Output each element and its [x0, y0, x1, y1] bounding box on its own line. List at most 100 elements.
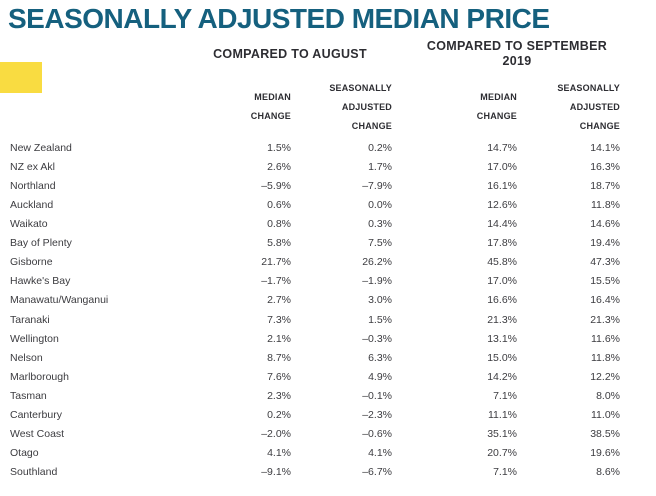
seasonally-adjusted-change-august-value: 1.5%: [368, 313, 392, 326]
region-name: Waikato: [10, 217, 48, 230]
seasonally-adjusted-change-august-value: –1.9%: [362, 275, 392, 288]
column-header-seasonally-adjusted-change-august: SEASONALLY ADJUSTED CHANGE: [329, 82, 392, 131]
region-name: Northland: [10, 179, 56, 192]
median-change-september-value: 20.7%: [487, 447, 517, 460]
seasonally-adjusted-change-august-value: –6.7%: [362, 466, 392, 479]
median-change-september-value: 16.1%: [487, 179, 517, 192]
seasonally-adjusted-change-august-value: 26.2%: [362, 256, 392, 269]
region-name: West Coast: [10, 428, 65, 441]
median-change-august-value: –2.0%: [261, 428, 291, 441]
seasonally-adjusted-change-september-value: 16.3%: [590, 160, 620, 173]
seasonally-adjusted-change-september-value: 8.0%: [596, 389, 620, 402]
region-name: Tasman: [10, 389, 47, 402]
median-change-september-value: 21.3%: [487, 313, 517, 326]
median-change-august-value: 1.5%: [267, 141, 291, 154]
median-change-september-value: 17.0%: [487, 160, 517, 173]
median-change-august-value: 7.6%: [267, 370, 291, 383]
seasonally-adjusted-change-september-value: 11.0%: [591, 409, 620, 422]
seasonally-adjusted-change-september-value: 47.3%: [590, 256, 620, 269]
median-change-august-value: 8.7%: [267, 351, 291, 364]
seasonally-adjusted-change-august-value: 4.9%: [368, 370, 392, 383]
seasonally-adjusted-change-august-value: 0.3%: [368, 217, 392, 230]
seasonally-adjusted-change-september-value: 14.1%: [590, 141, 620, 154]
median-price-table: COMPARED TO AUGUST COMPARED TO SEPTEMBER…: [10, 32, 620, 482]
group-header-compared-to-august: COMPARED TO AUGUST: [213, 46, 367, 61]
seasonally-adjusted-change-august-value: 0.0%: [368, 198, 392, 211]
region-name: Manawatu/Wanganui: [10, 294, 109, 307]
median-change-august-value: 21.7%: [261, 256, 291, 269]
seasonally-adjusted-change-september-value: 11.8%: [591, 198, 620, 211]
seasonally-adjusted-change-august-value: –0.3%: [362, 332, 392, 345]
median-change-august-value: 2.3%: [267, 389, 291, 402]
median-change-september-value: 13.1%: [487, 332, 517, 345]
seasonally-adjusted-change-august-value: 7.5%: [368, 237, 392, 250]
seasonally-adjusted-change-september-value: 19.4%: [590, 237, 620, 250]
seasonally-adjusted-change-september-value: 21.3%: [590, 313, 620, 326]
median-change-september-value: 7.1%: [493, 466, 517, 479]
region-name: Otago: [10, 447, 39, 460]
seasonally-adjusted-change-september-value: 11.6%: [591, 332, 620, 345]
seasonally-adjusted-change-september-value: 11.8%: [591, 351, 620, 364]
region-name: Marlborough: [10, 370, 69, 383]
seasonally-adjusted-change-september-value: 19.6%: [590, 447, 620, 460]
median-change-august-value: 4.1%: [267, 447, 291, 460]
page-title: SEASONALLY ADJUSTED MEDIAN PRICE: [8, 3, 550, 34]
median-change-august-value: –1.7%: [261, 275, 291, 288]
median-change-august-value: 5.8%: [267, 237, 291, 250]
median-change-august-value: 0.8%: [267, 217, 291, 230]
yellow-accent-square: [0, 62, 42, 93]
median-change-august-value: 0.6%: [267, 198, 291, 211]
seasonally-adjusted-change-august-value: 0.2%: [368, 141, 392, 154]
group-header-compared-to-september-2019: COMPARED TO SEPTEMBER 2019: [426, 39, 608, 68]
region-name: Nelson: [10, 351, 43, 364]
region-name: New Zealand: [10, 141, 72, 154]
median-change-august-value: 0.2%: [267, 409, 291, 422]
region-name: Southland: [10, 466, 58, 479]
median-change-september-value: 16.6%: [487, 294, 517, 307]
median-change-august-value: 2.7%: [267, 294, 291, 307]
region-name: Bay of Plenty: [10, 237, 72, 250]
region-name: Hawke's Bay: [10, 275, 71, 288]
seasonally-adjusted-change-september-value: 12.2%: [590, 370, 620, 383]
median-change-september-value: 12.6%: [487, 198, 517, 211]
median-change-september-value: 11.1%: [488, 409, 517, 422]
seasonally-adjusted-change-september-value: 16.4%: [590, 294, 620, 307]
seasonally-adjusted-change-september-value: 8.6%: [596, 466, 620, 479]
seasonally-adjusted-change-september-value: 18.7%: [590, 179, 620, 192]
seasonally-adjusted-change-august-value: 4.1%: [368, 447, 392, 460]
seasonally-adjusted-change-august-value: –2.3%: [362, 409, 392, 422]
region-name: Canterbury: [10, 409, 62, 422]
region-name: Gisborne: [10, 256, 53, 269]
column-header-median-change-september: MEDIAN CHANGE: [476, 92, 517, 121]
median-change-september-value: 15.0%: [487, 351, 517, 364]
median-change-september-value: 17.0%: [487, 275, 517, 288]
region-name: NZ ex Akl: [10, 160, 55, 173]
region-name: Auckland: [10, 198, 54, 211]
region-name: Taranaki: [10, 313, 50, 326]
median-change-september-value: 14.2%: [487, 370, 517, 383]
median-change-september-value: 7.1%: [493, 389, 517, 402]
median-change-september-value: 35.1%: [487, 428, 517, 441]
median-change-september-value: 14.7%: [487, 141, 517, 154]
seasonally-adjusted-change-august-value: –7.9%: [362, 179, 392, 192]
seasonally-adjusted-change-august-value: –0.1%: [362, 389, 392, 402]
column-header-median-change-august: MEDIAN CHANGE: [250, 92, 291, 121]
median-change-august-value: 2.6%: [267, 160, 291, 173]
median-change-august-value: –9.1%: [261, 466, 291, 479]
median-change-september-value: 14.4%: [487, 217, 517, 230]
seasonally-adjusted-change-august-value: 1.7%: [368, 160, 392, 173]
seasonally-adjusted-change-august-value: 3.0%: [368, 294, 392, 307]
column-header-seasonally-adjusted-change-september: SEASONALLY ADJUSTED CHANGE: [557, 82, 620, 131]
region-name: Wellington: [10, 332, 59, 345]
seasonally-adjusted-change-september-value: 15.5%: [590, 275, 620, 288]
seasonally-adjusted-change-august-value: –0.6%: [362, 428, 392, 441]
seasonally-adjusted-change-september-value: 14.6%: [590, 217, 620, 230]
seasonally-adjusted-change-september-value: 38.5%: [590, 428, 620, 441]
seasonally-adjusted-change-august-value: 6.3%: [368, 351, 392, 364]
median-change-august-value: 2.1%: [267, 332, 291, 345]
median-change-august-value: 7.3%: [267, 313, 291, 326]
median-change-august-value: –5.9%: [261, 179, 291, 192]
median-change-september-value: 45.8%: [487, 256, 517, 269]
median-change-september-value: 17.8%: [487, 237, 517, 250]
